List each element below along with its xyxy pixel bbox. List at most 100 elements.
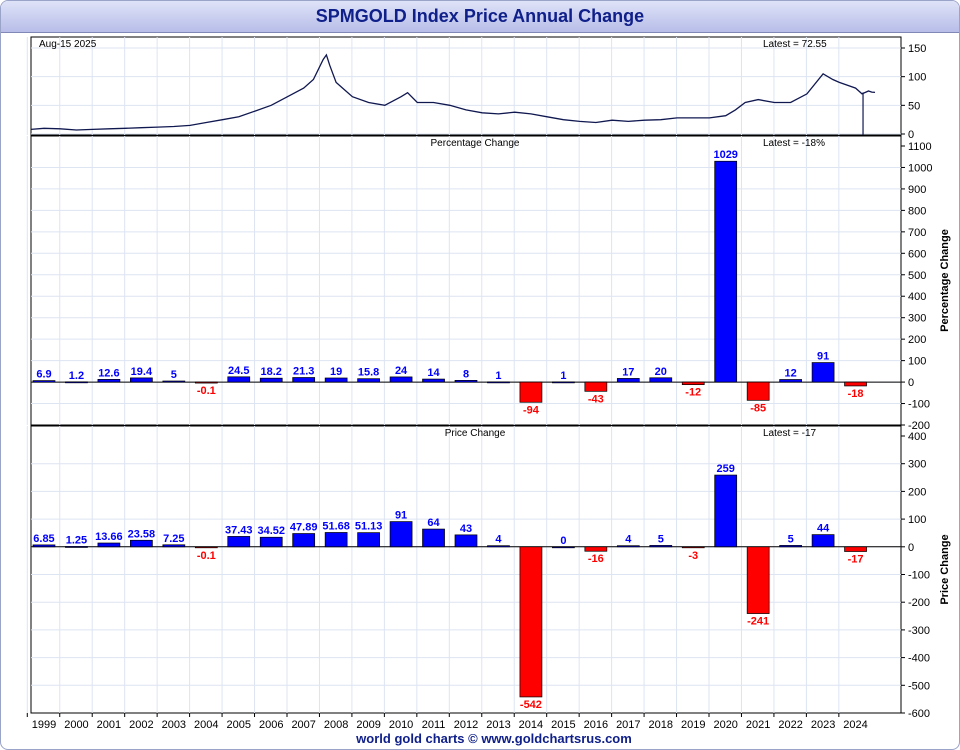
bar — [97, 542, 121, 548]
x-tick-label: 2023 — [811, 719, 835, 731]
bar-value-label: 17 — [622, 366, 634, 378]
bar — [324, 532, 348, 548]
bar — [259, 536, 283, 548]
bar — [811, 362, 835, 383]
x-tick-label: 2015 — [551, 719, 575, 731]
bar — [681, 381, 705, 386]
bar-value-label: -16 — [588, 553, 604, 565]
bar-value-label: 4 — [495, 534, 502, 546]
bar — [649, 377, 673, 383]
bar — [487, 381, 510, 384]
bar — [227, 536, 251, 548]
x-tick-label: 2009 — [356, 719, 380, 731]
bar-value-label: -85 — [750, 402, 766, 414]
bar — [681, 546, 705, 549]
bar-value-label: 8 — [463, 368, 469, 380]
bar — [649, 545, 673, 548]
bar-value-label: 5 — [658, 533, 664, 545]
y-tick-label: 700 — [908, 227, 926, 239]
x-tick-label: 2017 — [616, 719, 640, 731]
y-tick-label: 300 — [908, 313, 926, 325]
bar-value-label: 1 — [560, 370, 566, 382]
y-tick-label: 1100 — [908, 141, 932, 153]
y-tick-label: -300 — [908, 625, 930, 637]
x-tick-label: 2003 — [162, 719, 186, 731]
bar-value-label: -241 — [747, 616, 769, 628]
bar-value-label: -43 — [588, 393, 604, 405]
bar-value-label: 34.52 — [257, 525, 285, 537]
y-tick-label: -600 — [908, 708, 930, 720]
panel-title: Percentage Change — [431, 138, 520, 149]
bar-value-label: 1029 — [713, 149, 737, 161]
y-tick-label: -100 — [908, 399, 930, 411]
x-tick-label: 2016 — [584, 719, 608, 731]
bar — [779, 545, 802, 548]
y-tick-label: -200 — [908, 597, 930, 609]
y-tick-label: 0 — [908, 542, 914, 554]
bar — [584, 546, 608, 552]
bar — [779, 379, 802, 383]
bar-value-label: -12 — [685, 387, 701, 399]
bar-value-label: 24.5 — [228, 365, 249, 377]
bar-value-label: 12 — [785, 368, 797, 380]
y-tick-label: 200 — [908, 334, 926, 346]
bar — [454, 534, 478, 548]
panel-1-frame — [30, 36, 902, 136]
bar — [292, 377, 316, 383]
bar-value-label: 7.25 — [163, 533, 184, 545]
bar — [616, 378, 640, 383]
bar-value-label: 20 — [655, 366, 667, 378]
y-tick-label: 300 — [908, 459, 926, 471]
bar-value-label: 24 — [395, 365, 408, 377]
bar — [65, 381, 88, 384]
y-tick-label: -200 — [908, 420, 930, 432]
bar-value-label: 47.89 — [290, 522, 318, 534]
x-tick-label: 2005 — [227, 719, 251, 731]
bar — [487, 545, 510, 548]
bar-value-label: 5 — [788, 533, 794, 545]
bar-value-label: 51.68 — [322, 520, 350, 532]
bar — [552, 381, 575, 384]
date-label: Aug-15 2025 — [39, 39, 97, 50]
y-tick-label: 200 — [908, 486, 926, 498]
bar — [292, 533, 316, 548]
bar — [130, 539, 153, 548]
bar-value-label: 6.9 — [36, 369, 51, 381]
latest-label: Latest = -18% — [763, 138, 825, 149]
bar-value-label: -542 — [520, 699, 542, 711]
x-tick-label: 2024 — [843, 719, 867, 731]
bar — [519, 381, 543, 403]
x-tick-label: 2011 — [422, 719, 446, 731]
y-tick-label: 150 — [908, 43, 926, 55]
bar-value-label: 1 — [495, 370, 501, 382]
bar-value-label: -3 — [688, 550, 698, 562]
bar-value-label: 43 — [460, 523, 472, 535]
bar-value-label: 259 — [717, 463, 735, 475]
x-tick-label: 2001 — [97, 719, 121, 731]
bar-value-label: 6.85 — [33, 533, 54, 545]
y-axis-title: Percentage Change — [939, 229, 951, 332]
bar — [389, 521, 413, 548]
y-tick-label: 500 — [908, 270, 926, 282]
y-tick-label: 0 — [908, 377, 914, 389]
x-tick-label: 2002 — [129, 719, 153, 731]
bar — [357, 532, 380, 548]
bar — [162, 380, 186, 383]
bar-value-label: 21.3 — [293, 366, 314, 378]
y-tick-label: -500 — [908, 680, 930, 692]
y-tick-label: 800 — [908, 205, 926, 217]
bar-value-label: 18.2 — [261, 366, 282, 378]
x-tick-label: 2018 — [649, 719, 673, 731]
price-line — [30, 53, 876, 131]
bar — [811, 534, 835, 548]
y-axis-title: Price Change — [939, 534, 951, 604]
y-tick-label: 1000 — [908, 162, 932, 174]
y-tick-label: -100 — [908, 570, 930, 582]
x-tick-label: 2014 — [519, 719, 543, 731]
bar — [194, 546, 218, 549]
bar — [162, 544, 186, 548]
bar-value-label: 19.4 — [131, 366, 153, 378]
bar — [584, 381, 608, 392]
bar — [32, 544, 56, 548]
bar-value-label: 5 — [171, 369, 177, 381]
